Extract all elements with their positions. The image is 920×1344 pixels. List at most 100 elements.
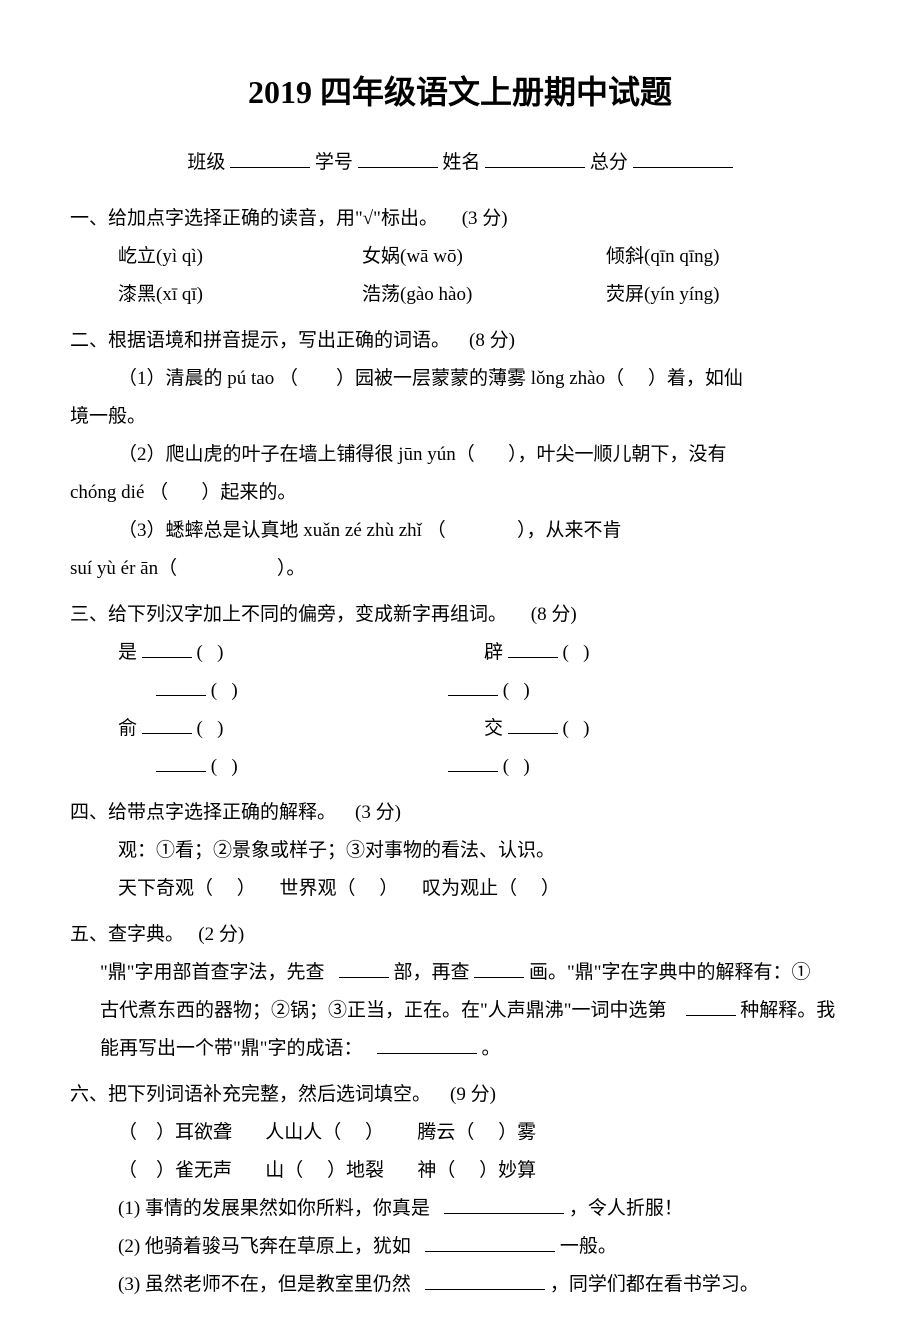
s6-q1-blank (444, 1191, 564, 1214)
s2-line-3: （3）蟋蟀总是认真地 xuǎn zé zhù zhǐ （ ），从来不肯 (70, 512, 850, 550)
s2-l1a: （1）清晨的 pú tao （ (118, 368, 298, 389)
s4-l2a: 天下奇观（ (118, 878, 213, 899)
s6-r2b: ）雀无声 (156, 1160, 232, 1181)
s3-r4-c2: ( ) (503, 748, 850, 786)
s1-row-2: 漆黑(xī qī) 浩荡(gào hào) 荧屏(yín yíng) (70, 276, 850, 314)
s1-r1-c2: 女娲(wā wō) (362, 238, 606, 276)
s5-blank-4 (377, 1031, 477, 1054)
student-info-line: 班级 学号 姓名 总分 (70, 144, 850, 182)
s5-l1c: 画。"鼎"字在字典中的解释有：① (529, 962, 811, 983)
s5-l3a: 能再写出一个带"鼎"字的成语： (100, 1038, 363, 1059)
section-6-title: 六、把下列词语补充完整，然后选词填空。 (70, 1084, 431, 1105)
s6-row-1: （ ）耳欲聋 人山人（ ） 腾云（ ）雾 (70, 1114, 850, 1152)
s6-r2a: （ (118, 1160, 137, 1181)
s3-blank (142, 711, 192, 734)
s6-r2d: ）地裂 (327, 1160, 384, 1181)
s3-r3-c1: 俞 ( ) (118, 710, 484, 748)
s3-row-2: ( ) ( ) (70, 672, 850, 710)
s4-l2f: ） (541, 878, 560, 899)
s6-q3-blank (425, 1267, 545, 1290)
page-title: 2019 四年级语文上册期中试题 (70, 60, 850, 124)
s3-r1-c2: 辟 ( ) (484, 634, 850, 672)
s4-l2e: 叹为观止（ (422, 878, 517, 899)
s2-l3c: suí yù ér ān（ (70, 558, 177, 579)
s6-q2a: (2) 他骑着骏马飞奔在草原上，犹如 (118, 1236, 411, 1257)
s4-l2d: ） (379, 878, 398, 899)
s5-line-1: "鼎"字用部首查字法，先查 部，再查 画。"鼎"字在字典中的解释有：① (70, 954, 850, 992)
s5-l2a: 古代煮东西的器物；②锅；③正当，正在。在"人声鼎沸"一词中选第 (100, 1000, 667, 1021)
s3-blank (156, 673, 206, 696)
id-blank (358, 145, 438, 168)
section-4-header: 四、给带点字选择正确的解释。 (3 分) (70, 794, 850, 832)
s2-l1b: ）园被一层蒙蒙的薄雾 lǒng zhào（ (336, 368, 624, 389)
s5-blank-1 (339, 955, 389, 978)
class-label: 班级 (187, 152, 225, 173)
s6-r1a: （ (118, 1122, 137, 1143)
section-4-points: (3 分) (355, 802, 401, 823)
s5-l3b: 。 (482, 1038, 501, 1059)
section-4-title: 四、给带点字选择正确的解释。 (70, 802, 336, 823)
s5-line-3: 能再写出一个带"鼎"字的成语： 。 (70, 1030, 850, 1068)
s3-row-1: 是 ( ) 辟 ( ) (70, 634, 850, 672)
s3-row-3: 俞 ( ) 交 ( ) (70, 710, 850, 748)
s3-r2-c2: ( ) (503, 672, 850, 710)
s6-r2e: 神（ (417, 1160, 455, 1181)
s3-blank (448, 673, 498, 696)
s2-l2b: ），叶尖一顺儿朝下，没有 (508, 444, 727, 465)
s5-l2b: 种解释。我 (740, 1000, 835, 1021)
section-3-header: 三、给下列汉字加上不同的偏旁，变成新字再组词。 (8 分) (70, 596, 850, 634)
s4-line-1: 观：①看；②景象或样子；③对事物的看法、认识。 (70, 832, 850, 870)
section-5-title: 五、查字典。 (70, 924, 184, 945)
s2-l2c: chóng dié （ (70, 482, 168, 503)
s2-line-1: （1）清晨的 pú tao （ ）园被一层蒙蒙的薄雾 lǒng zhào（ ）着… (70, 360, 850, 398)
s3-r2-c1: ( ) (118, 672, 503, 710)
s6-q3a: (3) 虽然老师不在，但是教室里仍然 (118, 1274, 411, 1295)
s3-r1c1-char: 是 (118, 642, 137, 663)
s4-l2b: ） (237, 878, 256, 899)
section-6-points: (9 分) (450, 1084, 496, 1105)
s2-l2d: ）起来的。 (201, 482, 296, 503)
section-3-title: 三、给下列汉字加上不同的偏旁，变成新字再组词。 (70, 604, 507, 625)
s1-r1-c3: 倾斜(qīn qīng) (606, 238, 850, 276)
s6-q2: (2) 他骑着骏马飞奔在草原上，犹如 一般。 (70, 1228, 850, 1266)
s6-q2b: 一般。 (560, 1236, 617, 1257)
score-blank (633, 145, 733, 168)
s3-r1c2-char: 辟 (484, 642, 503, 663)
section-5-header: 五、查字典。 (2 分) (70, 916, 850, 954)
s2-line-2c: chóng dié （ ）起来的。 (70, 474, 850, 512)
section-1-title: 一、给加点字选择正确的读音，用"√"标出。 (70, 208, 438, 229)
s5-l1b: 部，再查 (394, 962, 470, 983)
s3-r3c2-char: 交 (484, 718, 503, 739)
s1-r2-c2: 浩荡(gào hào) (362, 276, 606, 314)
s6-row-2: （ ）雀无声 山（ ）地裂 神（ ）妙算 (70, 1152, 850, 1190)
s6-q3b: ，同学们都在看书学习。 (550, 1274, 759, 1295)
section-1-points: (3 分) (462, 208, 508, 229)
s3-blank (448, 749, 498, 772)
s1-r2-c1: 漆黑(xī qī) (118, 276, 362, 314)
s3-blank (142, 635, 192, 658)
section-5-points: (2 分) (198, 924, 244, 945)
s6-r1d: ） (365, 1122, 384, 1143)
s2-l1c: ）着，如仙 (648, 368, 743, 389)
s5-blank-3 (686, 993, 736, 1016)
s6-r2c: 山（ (265, 1160, 303, 1181)
id-label: 学号 (315, 152, 353, 173)
score-label: 总分 (590, 152, 628, 173)
section-2-header: 二、根据语境和拼音提示，写出正确的词语。 (8 分) (70, 322, 850, 360)
s6-r1b: ）耳欲聋 (156, 1122, 232, 1143)
section-2-points: (8 分) (469, 330, 515, 351)
section-1-header: 一、给加点字选择正确的读音，用"√"标出。 (3 分) (70, 200, 850, 238)
s6-q1: (1) 事情的发展果然如你所料，你真是 ，令人折服！ (70, 1190, 850, 1228)
s2-line-1d: 境一般。 (70, 398, 850, 436)
section-6-header: 六、把下列词语补充完整，然后选词填空。 (9 分) (70, 1076, 850, 1114)
s2-l2a: （2）爬山虎的叶子在墙上铺得很 jūn yún（ (118, 444, 475, 465)
s5-blank-2 (474, 955, 524, 978)
s3-r4-c1: ( ) (118, 748, 503, 786)
s6-q2-blank (425, 1229, 555, 1252)
section-3-points: (8 分) (531, 604, 577, 625)
name-blank (485, 145, 585, 168)
s2-line-3c: suí yù ér ān（ ）。 (70, 550, 850, 588)
s2-line-2: （2）爬山虎的叶子在墙上铺得很 jūn yún（ ），叶尖一顺儿朝下，没有 (70, 436, 850, 474)
s6-r2f: ）妙算 (479, 1160, 536, 1181)
s4-l2c: 世界观（ (280, 878, 356, 899)
